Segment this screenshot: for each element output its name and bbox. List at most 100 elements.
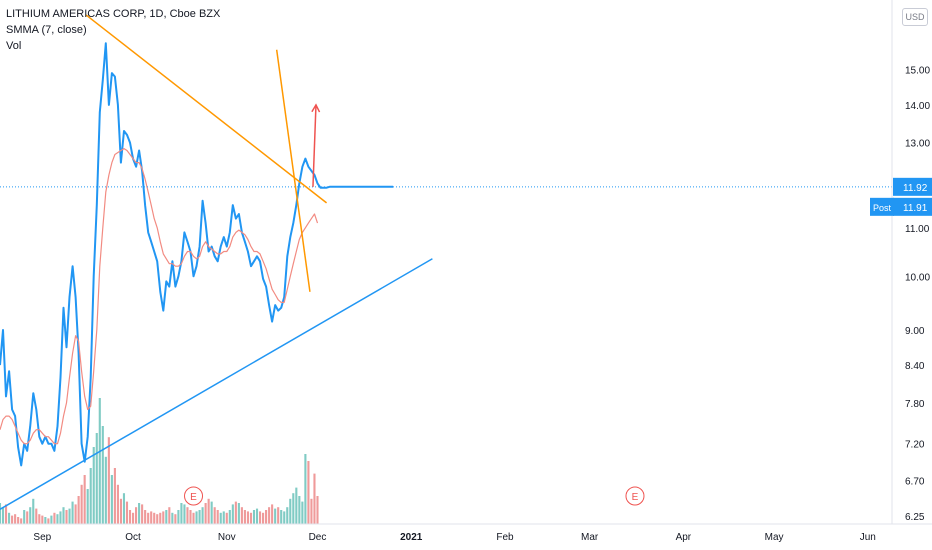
volume-bars [0, 398, 319, 524]
volume-bar [107, 437, 110, 524]
volume-bar [153, 512, 156, 524]
volume-bar [50, 515, 53, 524]
volume-bar [4, 504, 8, 524]
volume-bar [110, 475, 113, 524]
volume-bar [304, 454, 307, 524]
volume-bar [17, 517, 20, 524]
price-tick-label: 14.00 [905, 101, 930, 112]
price-tick-label: 10.00 [905, 272, 930, 283]
time-tick-label: May [765, 532, 784, 543]
volume-bar [243, 510, 246, 524]
volume-bar [156, 514, 159, 524]
volume-bar [171, 512, 174, 524]
volume-bar [71, 501, 74, 524]
volume-bar [59, 511, 62, 524]
volume-bar [32, 498, 35, 524]
volume-bar [62, 507, 65, 524]
currency-button[interactable]: USD [902, 8, 928, 26]
arrow-icon [311, 103, 321, 113]
volume-bar [265, 510, 268, 524]
volume-bar [98, 398, 101, 524]
earnings-label: E [190, 492, 197, 503]
volume-bar [234, 501, 237, 524]
volume-bar [225, 512, 228, 524]
volume-bar [1, 507, 5, 524]
volume-bar [228, 510, 231, 524]
volume-bar [195, 511, 198, 524]
time-tick-label: Jun [860, 532, 876, 543]
volume-bar [210, 501, 213, 524]
volume-bar [41, 515, 44, 524]
volume-bar [56, 514, 59, 524]
time-tick-label: Feb [496, 532, 514, 543]
price-tick-label: 7.20 [905, 440, 925, 451]
volume-bar [116, 484, 119, 524]
time-tick-label: Dec [309, 532, 327, 543]
volume-bar [113, 468, 116, 524]
trend-line [0, 258, 433, 510]
volume-bar [68, 508, 71, 524]
price-tick-label: 11.00 [905, 224, 930, 235]
price-tick-label: 9.00 [905, 326, 925, 337]
post-price-label: 11.91 [903, 203, 928, 214]
volume-bar [89, 468, 92, 524]
volume-bar [80, 484, 83, 524]
volume-label[interactable]: Vol [6, 40, 22, 52]
volume-bar [77, 496, 80, 524]
price-tick-label: 6.25 [905, 512, 925, 523]
time-tick-label: Sep [33, 532, 51, 543]
volume-bar [14, 514, 17, 524]
volume-bar [213, 507, 216, 524]
last-price-tag [893, 177, 932, 196]
volume-bar [295, 487, 298, 524]
volume-bar [204, 503, 207, 524]
volume-bar [249, 512, 253, 524]
volume-bar [313, 473, 316, 524]
symbol-title[interactable]: LITHIUM AMERICAS CORP, 1D, Cboe BZX [6, 8, 221, 20]
volume-bar [8, 512, 11, 524]
volume-bar [271, 504, 274, 524]
volume-bar [11, 515, 14, 524]
volume-bar [280, 510, 283, 524]
time-tick-label: Oct [125, 532, 141, 543]
volume-bar [286, 507, 289, 524]
earnings-label: E [632, 492, 639, 503]
volume-bar [86, 489, 89, 524]
volume-bar [47, 518, 50, 524]
volume-bar [0, 503, 2, 524]
trend-line [275, 49, 311, 292]
volume-bar [92, 447, 95, 524]
price-tick-label: 13.00 [905, 139, 930, 150]
last-price-label: 11.92 [903, 183, 928, 194]
volume-bar [165, 510, 168, 524]
time-tick-label: Apr [676, 532, 692, 543]
volume-bar [128, 510, 132, 524]
indicator-label[interactable]: SMMA (7, close) [6, 24, 87, 36]
volume-bar [168, 507, 171, 524]
volume-bar [258, 511, 262, 524]
volume-bar [138, 503, 141, 524]
volume-bar [162, 511, 165, 524]
volume-bar [219, 512, 222, 524]
price-lines [0, 42, 892, 467]
time-tick-label: 2021 [400, 532, 423, 543]
volume-bar [237, 503, 240, 524]
volume-bar [101, 426, 104, 524]
volume-bar [192, 512, 195, 524]
volume-bar [44, 517, 47, 524]
volume-bar [177, 510, 180, 524]
axes [0, 0, 932, 525]
volume-bar [268, 507, 271, 524]
volume-bar [246, 511, 250, 524]
volume-bar [74, 504, 77, 524]
volume-bar [35, 508, 38, 524]
volume-bar [125, 501, 129, 524]
smma-line [0, 148, 319, 445]
volume-bar [20, 518, 23, 524]
volume-bar [274, 508, 277, 524]
post-price-tag [893, 197, 932, 216]
arrow-shaft [312, 104, 317, 187]
volume-bar [141, 504, 144, 524]
price-tick-label: 6.70 [905, 476, 925, 487]
